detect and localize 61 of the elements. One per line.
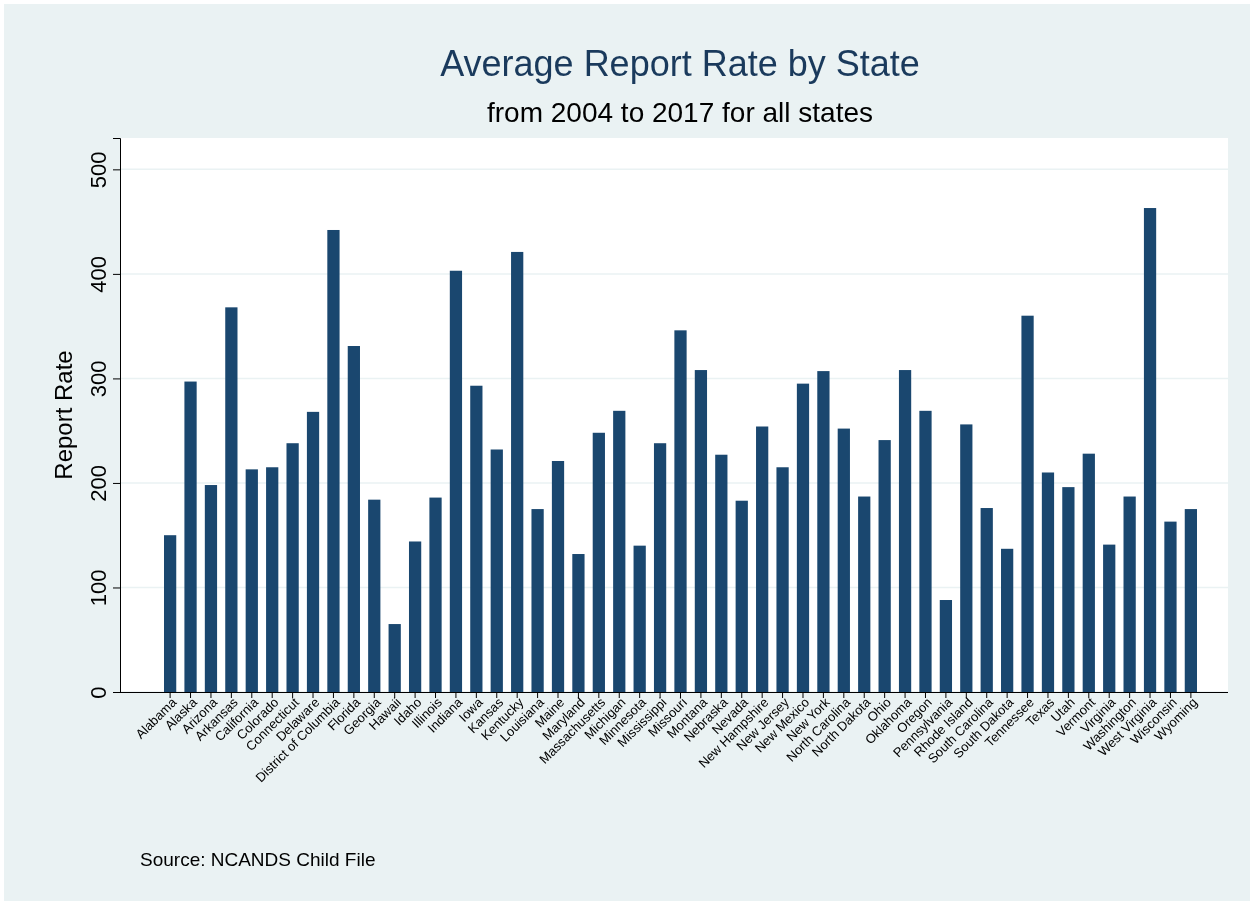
bar xyxy=(1041,472,1055,692)
bar xyxy=(939,600,953,692)
bar xyxy=(796,383,810,692)
bar xyxy=(1062,487,1075,692)
bar xyxy=(674,330,687,692)
bar xyxy=(817,371,830,692)
chart-subtitle: from 2004 to 2017 for all states xyxy=(487,97,873,128)
bar xyxy=(572,554,585,692)
bar xyxy=(388,624,401,692)
bar xyxy=(960,424,973,692)
bar xyxy=(653,443,667,692)
bar xyxy=(1103,544,1116,692)
bar xyxy=(204,485,218,692)
bar xyxy=(286,443,299,692)
bar xyxy=(837,428,850,692)
y-tick-label: 300 xyxy=(86,360,111,398)
bar xyxy=(184,381,197,692)
bar xyxy=(898,370,912,692)
bar xyxy=(878,440,891,692)
bar xyxy=(225,307,238,692)
y-tick-label: 0 xyxy=(86,686,111,699)
bar xyxy=(776,467,789,692)
bar xyxy=(1143,208,1157,692)
bar xyxy=(1123,496,1136,692)
bar xyxy=(592,432,605,692)
bar xyxy=(245,469,258,692)
bar xyxy=(1184,509,1197,692)
bar xyxy=(919,410,932,692)
source-note: Source: NCANDS Child File xyxy=(140,849,376,870)
bar xyxy=(1021,315,1034,692)
bar xyxy=(735,500,748,692)
bar xyxy=(306,411,320,692)
bar xyxy=(511,251,524,692)
bar xyxy=(694,370,708,692)
y-tick-label: 200 xyxy=(86,465,111,502)
y-tick-label: 400 xyxy=(86,256,111,293)
bar xyxy=(551,460,565,692)
bar xyxy=(633,545,646,692)
y-tick-label: 500 xyxy=(86,151,111,189)
bar xyxy=(1082,453,1095,692)
bar xyxy=(715,454,728,692)
y-axis-title: Report Rate xyxy=(50,350,77,480)
bar xyxy=(1001,548,1014,692)
bar xyxy=(756,426,769,692)
bar xyxy=(164,535,177,692)
bar xyxy=(1164,521,1177,692)
bar xyxy=(327,229,340,692)
y-tick-label: 100 xyxy=(86,569,111,607)
bar xyxy=(470,385,483,692)
bar xyxy=(980,508,993,692)
bar xyxy=(490,449,503,692)
chart-title: Average Report Rate by State xyxy=(440,43,920,84)
bar xyxy=(429,497,442,692)
bar xyxy=(449,270,463,692)
bar xyxy=(613,410,626,692)
bar xyxy=(266,467,279,692)
bar xyxy=(368,499,381,692)
bar xyxy=(408,541,422,692)
bar xyxy=(347,346,360,692)
bar xyxy=(858,496,871,692)
bar xyxy=(531,509,544,692)
